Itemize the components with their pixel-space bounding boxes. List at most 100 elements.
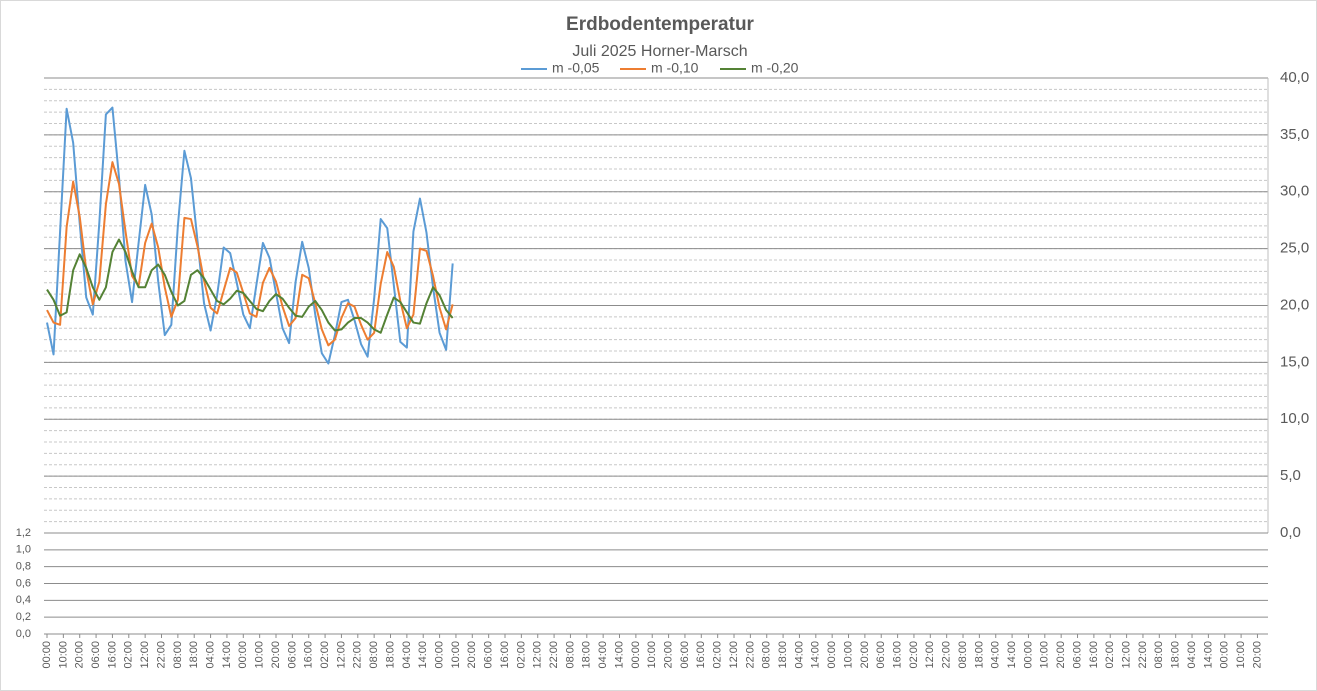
x-tick-label: 12:00 (924, 641, 936, 669)
x-tick-label: 10:00 (254, 641, 266, 669)
x-tick-label: 08:00 (368, 641, 380, 669)
x-tick-label: 04:00 (793, 641, 805, 669)
x-tick-label: 22:00 (744, 641, 756, 669)
y-tick-label: 25,0 (1280, 240, 1309, 257)
y-tick-label: 0,0 (16, 628, 31, 640)
x-tick-label: 06:00 (483, 641, 495, 669)
x-tick-label: 12:00 (139, 641, 151, 669)
x-tick-label: 10:00 (646, 641, 658, 669)
x-tick-label: 04:00 (1186, 641, 1198, 669)
x-tick-label: 20:00 (74, 641, 86, 669)
x-tick-label: 10:00 (842, 641, 854, 669)
x-tick-label: 18:00 (1170, 641, 1182, 669)
x-tick-label: 22:00 (1137, 641, 1149, 669)
x-tick-label: 00:00 (630, 641, 642, 669)
x-tick-label: 20:00 (1055, 641, 1067, 669)
x-tick-label: 08:00 (761, 641, 773, 669)
x-tick-label: 18:00 (777, 641, 789, 669)
x-tick-label: 00:00 (41, 641, 53, 669)
x-tick-label: 12:00 (728, 641, 740, 669)
x-tick-label: 18:00 (188, 641, 200, 669)
series-line (46, 238, 454, 334)
x-tick-label: 22:00 (548, 641, 560, 669)
x-tick-label: 22:00 (941, 641, 953, 669)
x-tick-label: 08:00 (172, 641, 184, 669)
x-tick-label: 06:00 (286, 641, 298, 669)
x-tick-label: 14:00 (613, 641, 625, 669)
y-tick-label: 15,0 (1280, 353, 1309, 370)
x-tick-label: 18:00 (973, 641, 985, 669)
y-tick-label: 0,6 (16, 577, 31, 589)
x-tick-label: 04:00 (990, 641, 1002, 669)
x-tick-label: 16:00 (499, 641, 511, 669)
y-tick-label: 35,0 (1280, 126, 1309, 143)
x-tick-label: 14:00 (1006, 641, 1018, 669)
y-tick-label: 20,0 (1280, 296, 1309, 313)
x-tick-label: 10:00 (1235, 641, 1247, 669)
x-tick-label: 06:00 (1071, 641, 1083, 669)
x-tick-label: 04:00 (597, 641, 609, 669)
y-tick-label: 30,0 (1280, 183, 1309, 200)
x-tick-label: 16:00 (106, 641, 118, 669)
x-tick-label: 20:00 (270, 641, 282, 669)
y-tick-label: 0,2 (16, 611, 31, 623)
y-tick-label: 0,0 (1280, 524, 1301, 541)
x-tick-label: 22:00 (155, 641, 167, 669)
x-tick-label: 18:00 (384, 641, 396, 669)
x-tick-label: 08:00 (957, 641, 969, 669)
x-tick-label: 10:00 (1039, 641, 1051, 669)
x-tick-label: 16:00 (1088, 641, 1100, 669)
x-tick-label: 04:00 (204, 641, 216, 669)
x-tick-label: 16:00 (303, 641, 315, 669)
y-tick-label: 1,2 (16, 527, 31, 539)
y-tick-label: 0,8 (16, 561, 31, 573)
x-tick-label: 00:00 (1022, 641, 1034, 669)
x-tick-label: 14:00 (417, 641, 429, 669)
x-tick-label: 06:00 (679, 641, 691, 669)
x-tick-label: 14:00 (810, 641, 822, 669)
x-tick-label: 20:00 (1251, 641, 1263, 669)
x-tick-label: 14:00 (221, 641, 233, 669)
y-tick-label: 1,0 (16, 544, 31, 556)
x-tick-label: 02:00 (515, 641, 527, 669)
chart-title: Erdbodentemperatur (566, 14, 755, 35)
x-tick-label: 10:00 (57, 641, 69, 669)
x-tick-label: 02:00 (123, 641, 135, 669)
x-tick-label: 00:00 (237, 641, 249, 669)
chart-subtitle: Juli 2025 Horner-Marsch (572, 43, 747, 60)
x-tick-label: 16:00 (891, 641, 903, 669)
x-tick-label: 02:00 (908, 641, 920, 669)
x-tick-label: 02:00 (712, 641, 724, 669)
x-tick-label: 12:00 (1121, 641, 1133, 669)
legend-label: m -0,05 (552, 60, 600, 76)
x-tick-label: 08:00 (1153, 641, 1165, 669)
x-tick-label: 00:00 (826, 641, 838, 669)
y-tick-label: 40,0 (1280, 69, 1309, 86)
x-tick-label: 02:00 (319, 641, 331, 669)
x-tick-label: 06:00 (90, 641, 102, 669)
x-tick-label: 00:00 (433, 641, 445, 669)
y-tick-label: 0,4 (16, 594, 31, 606)
y-tick-label: 10,0 (1280, 410, 1309, 427)
y-tick-label: 5,0 (1280, 467, 1301, 484)
series-line (46, 161, 454, 347)
x-tick-label: 20:00 (662, 641, 674, 669)
x-tick-label: 00:00 (1219, 641, 1231, 669)
x-tick-label: 18:00 (581, 641, 593, 669)
legend-label: m -0,10 (651, 60, 699, 76)
legend-label: m -0,20 (751, 60, 799, 76)
x-tick-label: 12:00 (532, 641, 544, 669)
x-tick-label: 16:00 (695, 641, 707, 669)
x-tick-label: 20:00 (466, 641, 478, 669)
x-tick-label: 14:00 (1202, 641, 1214, 669)
x-tick-label: 20:00 (859, 641, 871, 669)
x-tick-label: 08:00 (564, 641, 576, 669)
x-tick-label: 06:00 (875, 641, 887, 669)
series-line (46, 106, 454, 365)
x-tick-label: 10:00 (450, 641, 462, 669)
x-tick-label: 02:00 (1104, 641, 1116, 669)
x-tick-label: 04:00 (401, 641, 413, 669)
